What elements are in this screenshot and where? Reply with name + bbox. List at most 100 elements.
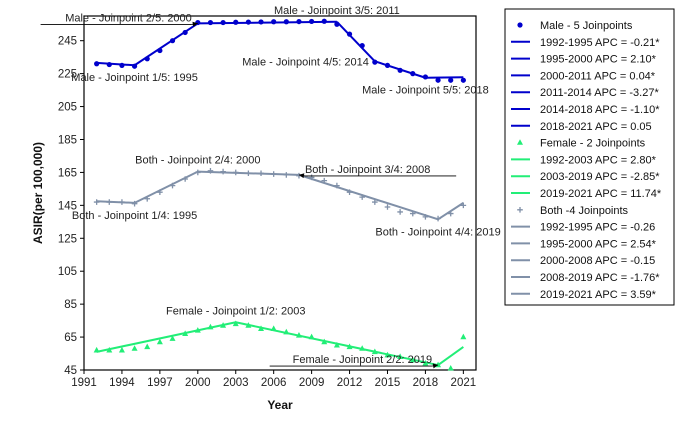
joinpoint-annotation: Both - Joinpoint 4/4: 2019 — [375, 226, 500, 238]
data-point — [346, 343, 353, 350]
joinpoint-annotation: Male - Joinpoint 2/5: 2000 — [65, 12, 192, 24]
data-point — [169, 335, 176, 341]
data-point — [334, 182, 340, 189]
data-point — [435, 215, 441, 222]
data-point — [232, 169, 239, 176]
y-tick-label: 165 — [58, 167, 77, 179]
legend: Male - 5 Joinpoints 1992-1995 APC = -0.21… — [504, 8, 675, 306]
data-point — [283, 172, 290, 178]
legend-label: Female - 2 Joinpoints — [540, 138, 646, 150]
fit-segment — [298, 173, 439, 221]
x-tick-label: 2012 — [337, 377, 363, 389]
data-point — [144, 343, 151, 350]
legend-label: 1992-2003 APC = 2.80* — [540, 154, 657, 166]
y-ticks: 45 65 85 105 125 145 165 185 205 225 245 — [58, 36, 84, 377]
data-point — [460, 77, 466, 83]
data-point — [169, 38, 176, 44]
annotation-arrowhead — [298, 173, 305, 179]
y-tick-label: 245 — [58, 36, 77, 48]
fit-segment — [336, 21, 376, 62]
legend-label: 1992-1995 APC = -0.21* — [540, 37, 660, 49]
data-point — [372, 59, 378, 65]
data-point — [207, 167, 214, 174]
legend-label: 2011-2014 APC = -3.27* — [540, 87, 659, 99]
data-point — [169, 182, 176, 189]
x-axis-label: Year — [267, 398, 293, 412]
legend-frame — [504, 8, 675, 306]
data-point — [182, 29, 188, 36]
joinpoint-annotation: Both - Joinpoint 3/4: 2008 — [305, 164, 430, 176]
legend-label: 2019-2021 APC = 3.59* — [540, 289, 657, 301]
joinpoint-annotation: Female - Joinpoint 2/2: 2019 — [293, 354, 432, 366]
data-point — [447, 364, 454, 371]
fit-segment — [197, 20, 337, 25]
data-point — [334, 21, 340, 27]
data-point — [346, 189, 353, 195]
data-point — [397, 67, 403, 73]
data-point — [182, 330, 189, 336]
data-point — [119, 199, 125, 205]
legend-label: 2008-2019 APC = -1.76* — [540, 272, 660, 284]
data-point — [384, 62, 391, 68]
data-point — [333, 341, 340, 348]
data-point — [435, 77, 441, 83]
data-point — [270, 325, 277, 332]
data-point — [283, 19, 289, 25]
fit-segment — [96, 321, 236, 353]
x-tick-label: 2018 — [413, 377, 439, 389]
joinpoint-annotation: Male - Joinpoint 4/5: 2014 — [242, 56, 369, 68]
data-point — [447, 210, 454, 217]
fit-segment — [96, 200, 135, 204]
data-point — [144, 195, 151, 202]
data-point — [220, 168, 226, 175]
annotation-arrowhead — [432, 363, 439, 369]
x-tick-label: 1991 — [71, 377, 97, 389]
x-tick-label: 1997 — [147, 377, 173, 389]
data-point — [232, 320, 239, 327]
observed-points — [93, 18, 467, 371]
data-point — [371, 348, 378, 355]
x-ticks: 1991 1994 1997 2000 2003 2006 2009 2012 2015 2018… — [71, 370, 476, 389]
x-tick-label: 2015 — [375, 377, 401, 389]
data-point — [397, 209, 403, 215]
data-point — [106, 199, 113, 205]
data-point — [309, 18, 315, 25]
data-point — [321, 338, 328, 345]
legend-label: 1992-1995 APC = -0.26 — [540, 222, 655, 234]
data-point — [207, 323, 214, 330]
data-point — [409, 356, 416, 363]
data-point — [397, 353, 404, 360]
data-point — [359, 43, 365, 49]
y-tick-label: 145 — [58, 200, 77, 212]
legend-label: Male - 5 Joinpoints — [540, 20, 633, 32]
data-point — [118, 346, 125, 353]
data-point — [245, 19, 251, 25]
x-tick-label: 1994 — [109, 377, 135, 389]
data-point — [271, 19, 277, 25]
joinpoint-annotation: Female - Joinpoint 1/2: 2003 — [166, 305, 305, 317]
data-point — [384, 204, 391, 210]
x-tick-label: 2003 — [223, 377, 249, 389]
data-point — [220, 19, 226, 26]
legend-label: 2000-2011 APC = 0.04* — [540, 70, 656, 82]
y-tick-label: 105 — [58, 266, 77, 278]
data-point — [195, 169, 201, 176]
data-point — [283, 328, 290, 335]
data-point — [258, 170, 264, 177]
data-point — [131, 63, 138, 69]
data-point — [207, 19, 214, 26]
data-point — [321, 177, 328, 184]
data-point — [296, 18, 302, 25]
data-point — [384, 351, 391, 358]
y-tick-label: 185 — [58, 134, 77, 146]
data-point — [93, 199, 100, 205]
data-point — [220, 322, 227, 328]
legend-marker — [517, 139, 523, 145]
data-point — [156, 338, 163, 345]
data-point — [157, 47, 163, 54]
data-point — [422, 360, 429, 366]
joinpoint-annotation: Both - Joinpoint 2/4: 2000 — [135, 155, 260, 167]
data-point — [422, 74, 429, 80]
data-point — [144, 56, 150, 62]
data-point — [93, 346, 100, 353]
